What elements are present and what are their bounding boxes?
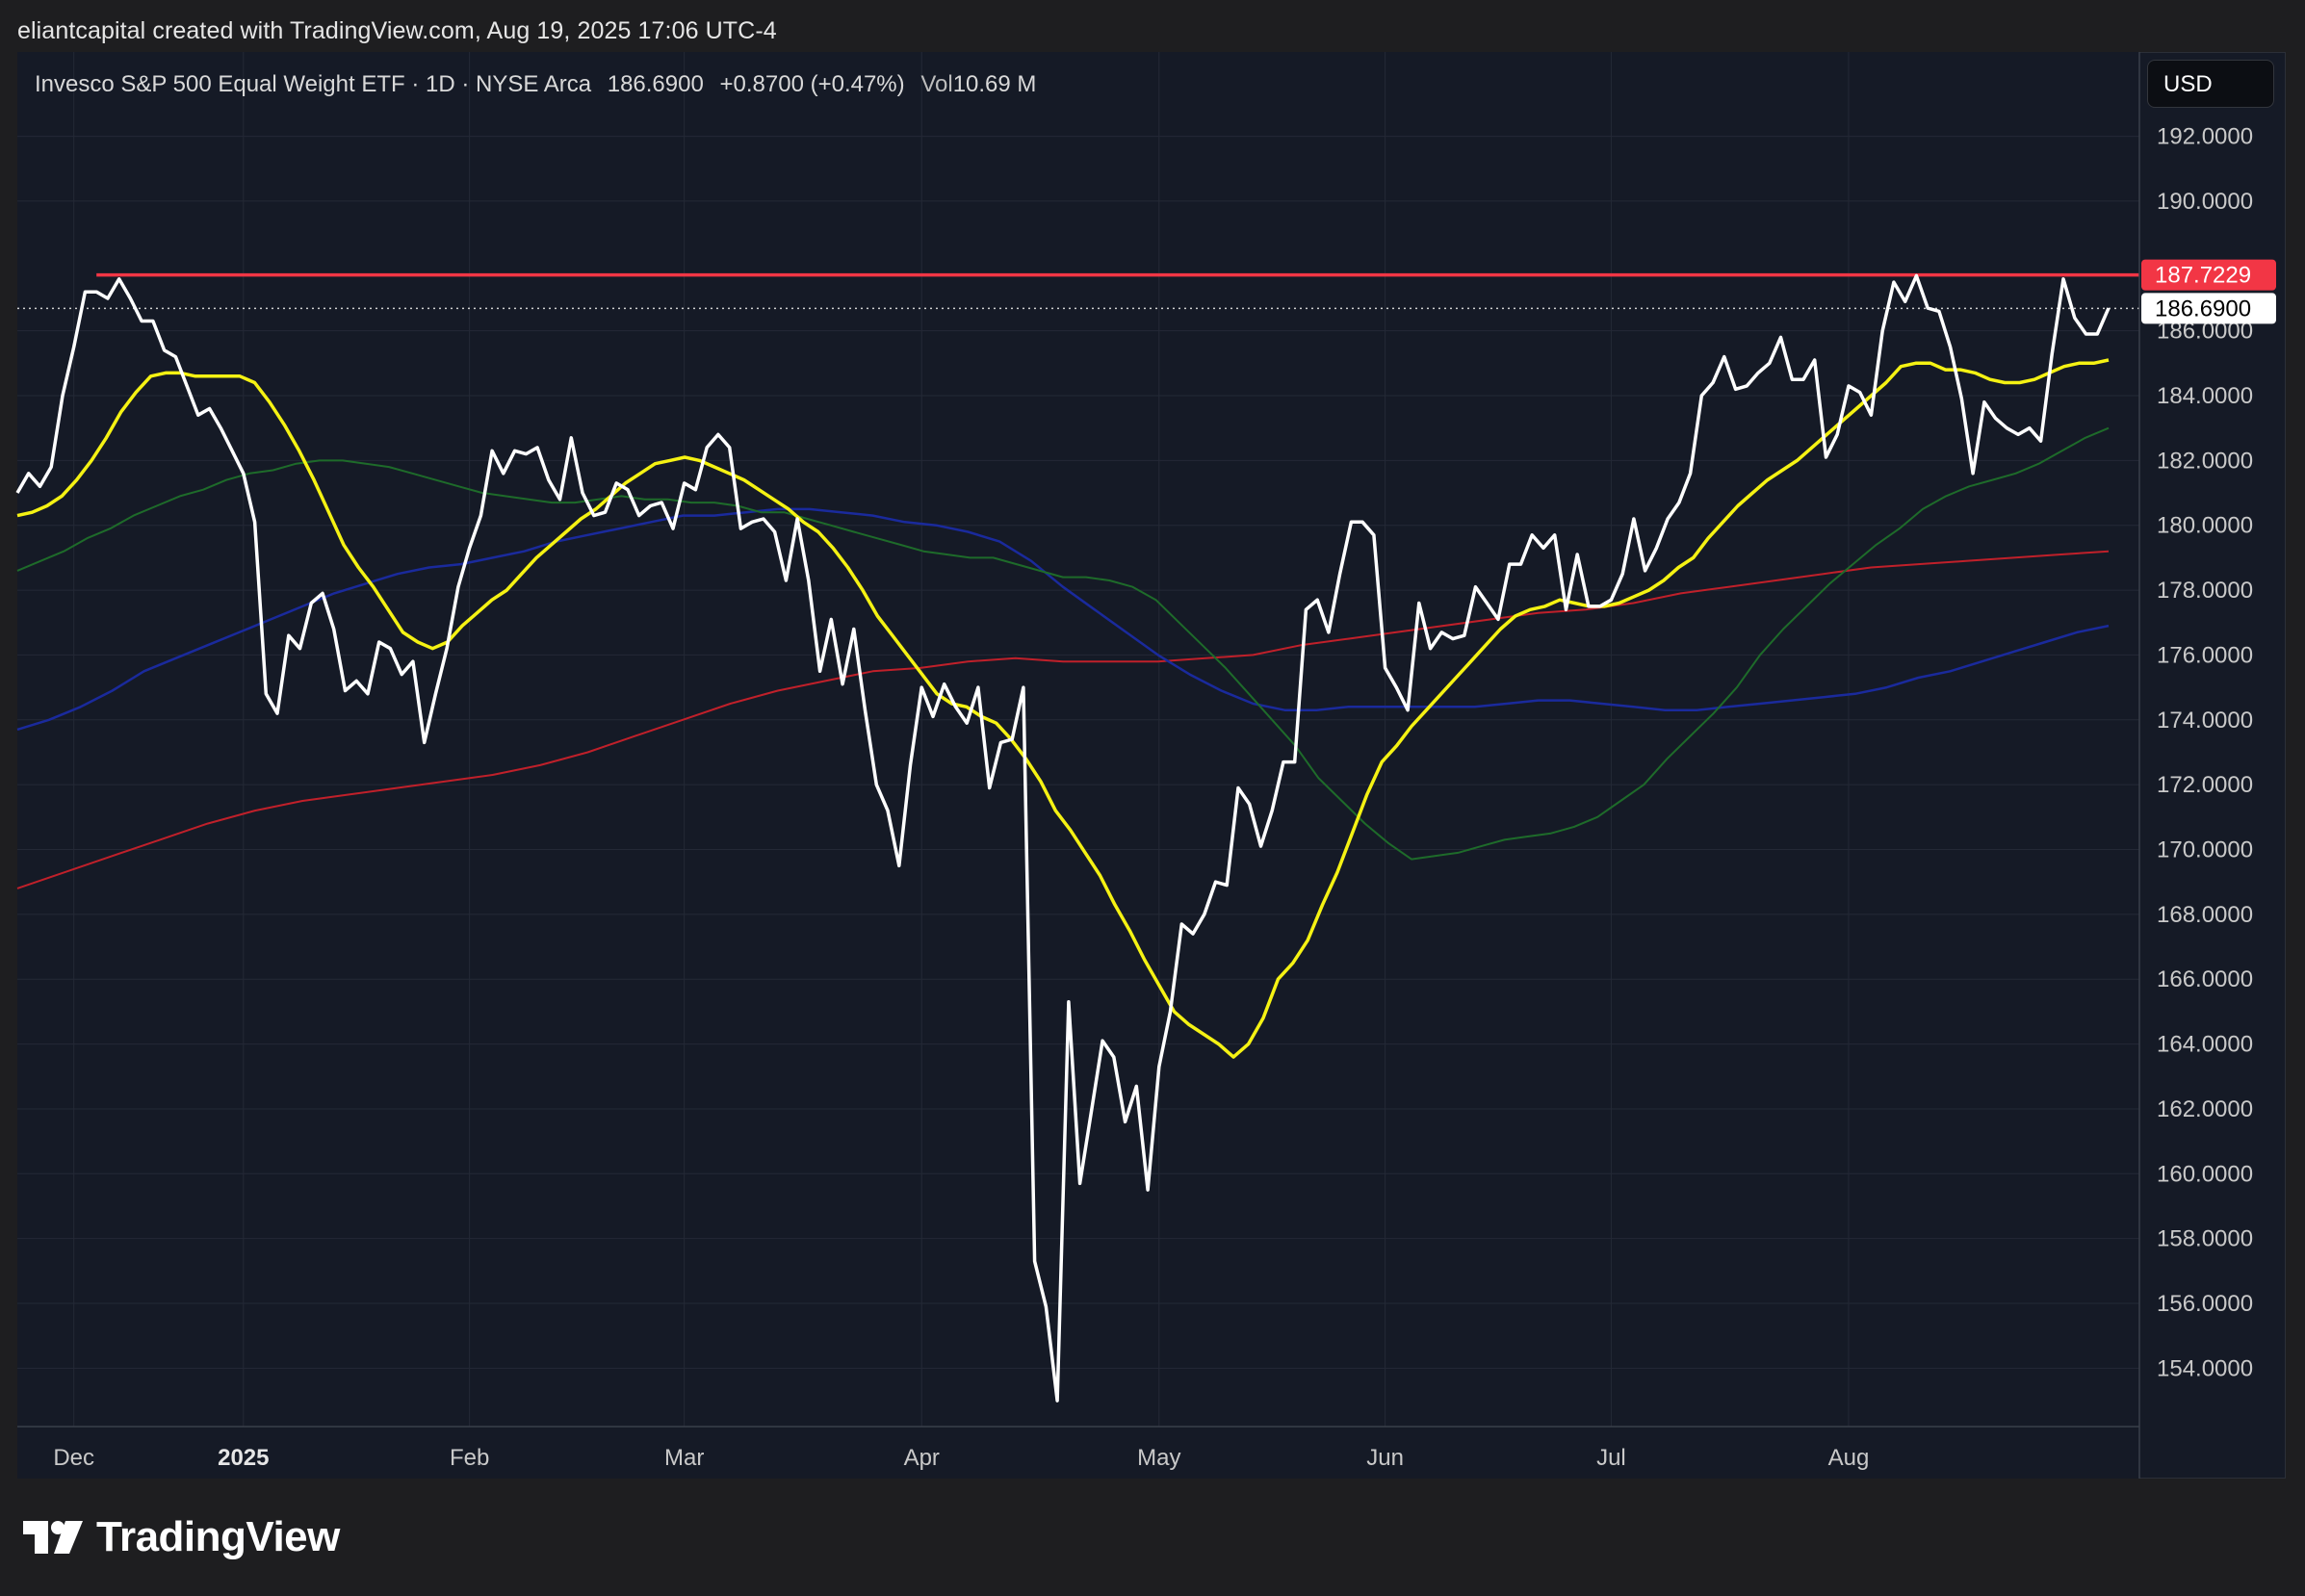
y-tick-label: 160.0000 <box>2157 1161 2253 1187</box>
footer-logo[interactable]: TradingView <box>23 1513 340 1561</box>
attribution-text: eliantcapital created with TradingView.c… <box>17 17 777 44</box>
y-tick-label: 168.0000 <box>2157 902 2253 928</box>
price-labels: 187.7229 186.6900 <box>2141 259 2276 324</box>
y-tick-label: 158.0000 <box>2157 1226 2253 1252</box>
y-tick-label: 192.0000 <box>2157 124 2253 150</box>
y-tick-label: 184.0000 <box>2157 383 2253 409</box>
currency-button[interactable]: USD <box>2147 60 2274 108</box>
x-tick-label: Jul <box>1596 1445 1626 1471</box>
legend-change: +0.8700 (+0.47%) <box>719 71 905 97</box>
x-tick-label: Feb <box>450 1445 489 1471</box>
y-tick-label: 190.0000 <box>2157 189 2253 215</box>
axes: 192.0000190.0000186.0000184.0000182.0000… <box>17 52 2253 1479</box>
y-tick-label: 174.0000 <box>2157 708 2253 734</box>
ma-line-blue <box>16 507 2110 732</box>
y-tick-label: 166.0000 <box>2157 966 2253 992</box>
moving-averages <box>16 358 2110 1059</box>
x-tick-label: Dec <box>53 1445 94 1471</box>
x-tick-label: 2025 <box>218 1445 269 1471</box>
x-tick-label: Mar <box>664 1445 704 1471</box>
y-tick-label: 172.0000 <box>2157 772 2253 798</box>
footer-brand: TradingView <box>96 1513 340 1560</box>
ma-line-green <box>16 426 2110 861</box>
legend: Invesco S&P 500 Equal Weight ETF · 1D · … <box>35 71 1046 98</box>
legend-volume-label: Vol <box>920 71 953 97</box>
x-tick-label: Apr <box>904 1445 940 1471</box>
y-tick-label: 176.0000 <box>2157 642 2253 668</box>
legend-price: 186.6900 <box>607 71 704 97</box>
ma-line-yellow <box>16 358 2110 1059</box>
y-tick-label: 156.0000 <box>2157 1291 2253 1317</box>
y-tick-label: 180.0000 <box>2157 513 2253 539</box>
resistance-price-label: 187.7229 <box>2141 259 2276 291</box>
svg-text:187.7229: 187.7229 <box>2155 263 2251 289</box>
ma-line-red <box>16 550 2110 889</box>
grid <box>17 52 2139 1479</box>
legend-volume-value: 10.69 M <box>952 71 1037 97</box>
y-tick-label: 178.0000 <box>2157 578 2253 604</box>
x-tick-label: Jun <box>1366 1445 1404 1471</box>
y-tick-label: 170.0000 <box>2157 837 2253 863</box>
svg-text:186.6900: 186.6900 <box>2155 296 2251 322</box>
y-tick-label: 164.0000 <box>2157 1032 2253 1058</box>
plot-background <box>17 52 2139 1479</box>
x-tick-label: May <box>1137 1445 1180 1471</box>
legend-instrument: Invesco S&P 500 Equal Weight ETF · 1D · … <box>35 71 592 97</box>
price-line <box>15 273 2111 1403</box>
y-tick-label: 154.0000 <box>2157 1355 2253 1381</box>
y-tick-label: 162.0000 <box>2157 1096 2253 1122</box>
y-tick-label: 182.0000 <box>2157 448 2253 474</box>
price-series <box>15 272 2139 1403</box>
tradingview-logo-icon <box>23 1521 83 1554</box>
last-price-label: 186.6900 <box>2141 293 2276 324</box>
x-tick-label: Aug <box>1828 1445 1870 1471</box>
